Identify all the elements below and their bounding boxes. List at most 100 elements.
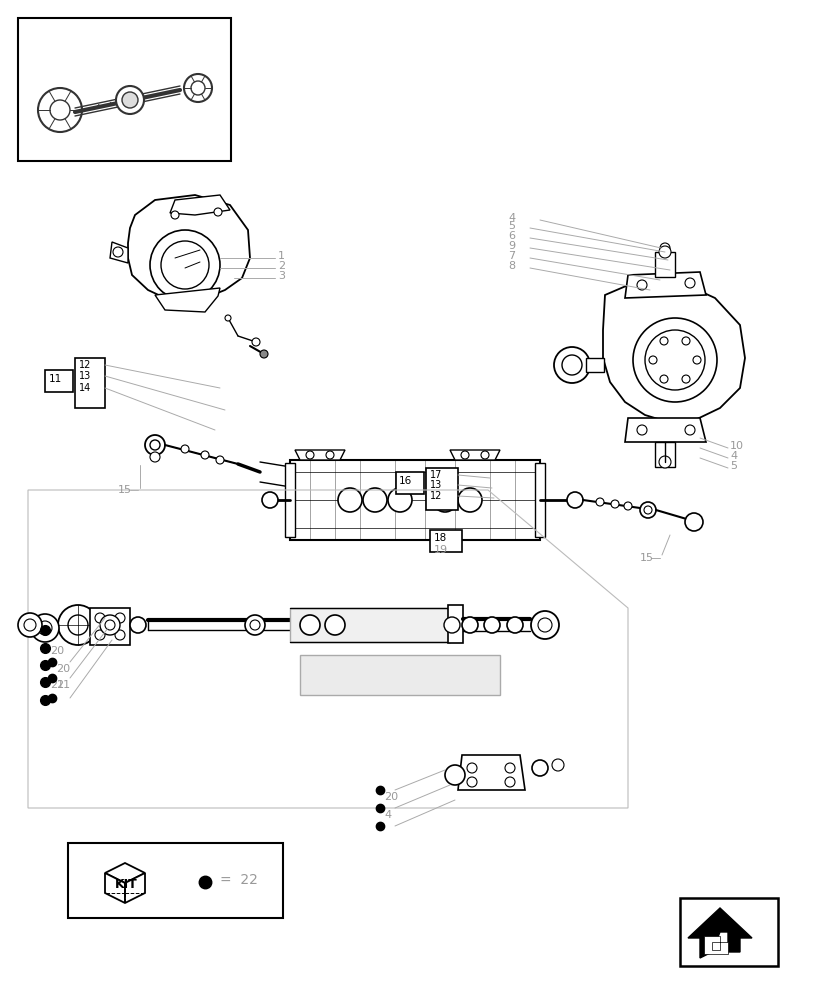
Circle shape <box>681 375 689 383</box>
Circle shape <box>260 350 268 358</box>
Bar <box>654 442 674 467</box>
Bar <box>679 898 777 966</box>
Polygon shape <box>90 608 130 645</box>
Circle shape <box>191 81 205 95</box>
Circle shape <box>38 88 82 132</box>
Circle shape <box>684 513 702 531</box>
Polygon shape <box>703 936 727 954</box>
Polygon shape <box>449 450 500 460</box>
Circle shape <box>326 451 333 459</box>
Text: 2: 2 <box>278 261 284 271</box>
Text: 4: 4 <box>729 451 736 461</box>
Text: 10: 10 <box>729 441 743 451</box>
Circle shape <box>95 613 105 623</box>
Circle shape <box>648 356 656 364</box>
Polygon shape <box>602 280 744 422</box>
Text: 5: 5 <box>508 221 514 231</box>
Text: 13: 13 <box>429 480 442 490</box>
Text: 15: 15 <box>639 553 653 563</box>
Circle shape <box>632 318 716 402</box>
Circle shape <box>504 763 514 773</box>
Circle shape <box>250 620 260 630</box>
Circle shape <box>337 488 361 512</box>
Text: 19: 19 <box>433 545 447 555</box>
Text: 11: 11 <box>49 374 62 384</box>
Circle shape <box>362 488 386 512</box>
Circle shape <box>644 330 704 390</box>
Text: 1: 1 <box>278 251 284 261</box>
Circle shape <box>38 621 52 635</box>
Circle shape <box>461 451 468 459</box>
Text: 6: 6 <box>508 231 514 241</box>
Circle shape <box>58 605 98 645</box>
Text: 16: 16 <box>399 476 412 486</box>
Polygon shape <box>110 242 128 263</box>
Bar <box>75 358 105 408</box>
Circle shape <box>18 613 42 637</box>
Circle shape <box>150 230 220 300</box>
Circle shape <box>506 617 523 633</box>
Polygon shape <box>170 195 230 215</box>
Circle shape <box>538 618 552 632</box>
Circle shape <box>461 617 477 633</box>
Circle shape <box>105 620 115 630</box>
Circle shape <box>639 502 655 518</box>
Circle shape <box>122 92 138 108</box>
Circle shape <box>171 211 179 219</box>
Text: 12: 12 <box>79 360 91 370</box>
Polygon shape <box>105 873 125 903</box>
Text: 17: 17 <box>429 470 442 480</box>
Circle shape <box>566 492 582 508</box>
Circle shape <box>466 777 476 787</box>
Bar <box>534 463 544 537</box>
Text: 9: 9 <box>508 241 514 251</box>
Circle shape <box>112 247 123 257</box>
Bar <box>429 530 461 552</box>
Polygon shape <box>687 908 751 958</box>
Text: 20: 20 <box>384 792 398 802</box>
Text: 5: 5 <box>729 461 736 471</box>
Circle shape <box>181 445 189 453</box>
Bar <box>68 843 283 918</box>
Circle shape <box>530 611 558 639</box>
Text: 15: 15 <box>118 485 131 495</box>
Circle shape <box>115 613 125 623</box>
Circle shape <box>325 615 345 635</box>
Circle shape <box>595 498 603 506</box>
Bar <box>289 460 539 540</box>
Circle shape <box>457 488 481 512</box>
Circle shape <box>553 347 590 383</box>
Circle shape <box>480 451 489 459</box>
Text: 20: 20 <box>56 664 70 674</box>
Circle shape <box>100 615 120 635</box>
Bar <box>395 472 423 494</box>
Polygon shape <box>624 272 705 298</box>
Circle shape <box>50 100 70 120</box>
Text: 8: 8 <box>508 261 514 271</box>
Circle shape <box>658 246 670 258</box>
Text: =  22: = 22 <box>220 873 257 887</box>
Circle shape <box>643 506 651 514</box>
Circle shape <box>130 617 146 633</box>
Text: 3: 3 <box>278 271 284 281</box>
Circle shape <box>150 452 160 462</box>
Text: 7: 7 <box>508 251 514 261</box>
Text: 21: 21 <box>56 680 70 690</box>
Bar <box>18 18 231 161</box>
Circle shape <box>201 451 208 459</box>
Circle shape <box>31 614 59 642</box>
Circle shape <box>388 488 412 512</box>
Circle shape <box>251 338 260 346</box>
Polygon shape <box>155 288 220 312</box>
Circle shape <box>68 615 88 635</box>
Circle shape <box>245 615 265 635</box>
Circle shape <box>504 777 514 787</box>
Circle shape <box>681 337 689 345</box>
Bar <box>425 468 457 510</box>
Circle shape <box>692 356 700 364</box>
Text: 4: 4 <box>508 213 514 223</box>
Circle shape <box>443 617 460 633</box>
Bar <box>586 358 603 372</box>
Bar <box>289 608 449 642</box>
Circle shape <box>484 617 500 633</box>
